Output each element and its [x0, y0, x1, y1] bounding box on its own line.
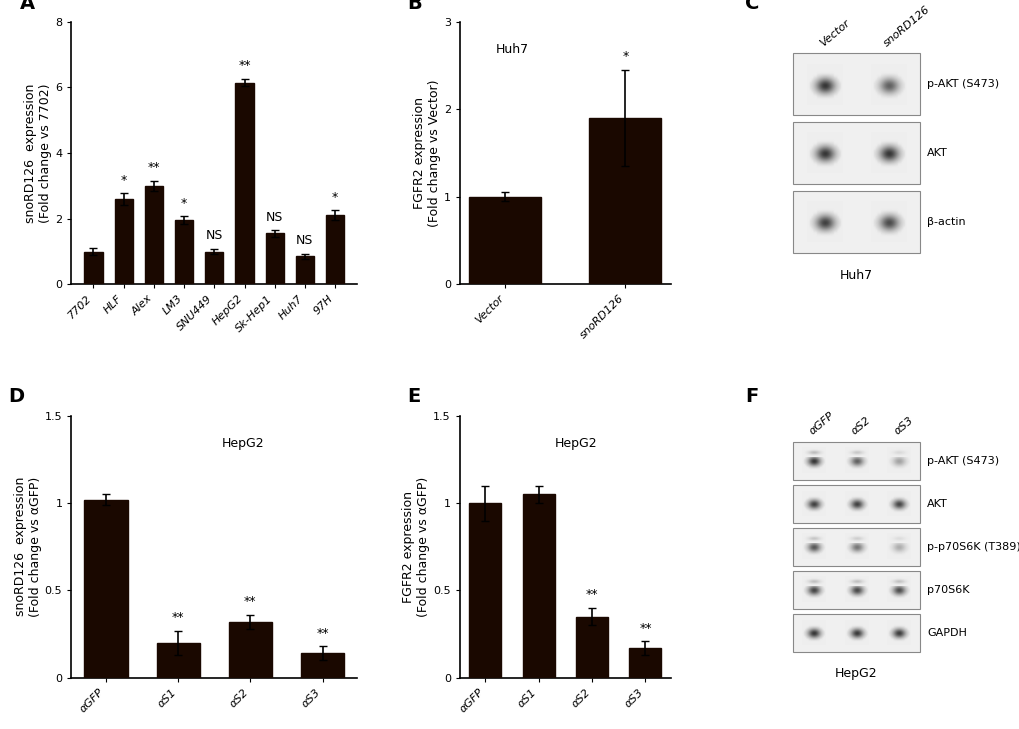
Text: AKT: AKT — [926, 499, 947, 509]
Bar — [326, 216, 343, 284]
Text: *: * — [622, 50, 628, 63]
Bar — [589, 118, 660, 284]
Bar — [792, 614, 919, 652]
Text: p-AKT (S473): p-AKT (S473) — [926, 79, 999, 90]
Text: NS: NS — [206, 230, 223, 242]
Bar — [792, 528, 919, 566]
Bar — [469, 197, 541, 284]
Text: p-p70S6K (T389): p-p70S6K (T389) — [926, 542, 1019, 552]
Text: *: * — [332, 191, 338, 204]
Text: αGFP: αGFP — [807, 410, 836, 437]
Bar — [792, 442, 919, 480]
Text: AKT: AKT — [926, 148, 947, 158]
Text: p-AKT (S473): p-AKT (S473) — [926, 456, 999, 466]
Bar — [228, 622, 272, 678]
Text: **: ** — [244, 596, 257, 609]
Text: NS: NS — [266, 211, 283, 224]
Text: HepG2: HepG2 — [554, 437, 597, 450]
Bar — [792, 571, 919, 609]
Text: GAPDH: GAPDH — [926, 628, 966, 638]
Text: snoRD126: snoRD126 — [880, 4, 931, 48]
Bar — [145, 186, 163, 284]
Bar — [792, 485, 919, 523]
Bar — [792, 191, 919, 253]
Text: αS2: αS2 — [849, 415, 872, 437]
Y-axis label: snoRD126  expression
(Fold change vs 7702): snoRD126 expression (Fold change vs 7702… — [24, 83, 52, 223]
Text: C: C — [745, 0, 759, 12]
Bar — [301, 653, 343, 678]
Text: Huh7: Huh7 — [839, 268, 872, 281]
Text: **: ** — [585, 588, 598, 601]
Bar — [523, 494, 554, 678]
Bar — [85, 499, 127, 678]
Bar — [265, 233, 283, 284]
Text: **: ** — [639, 622, 651, 635]
Text: NS: NS — [296, 234, 313, 247]
Bar — [156, 643, 200, 678]
Bar — [114, 199, 132, 284]
Bar — [296, 257, 314, 284]
Text: Vector: Vector — [817, 17, 851, 48]
Bar — [792, 53, 919, 115]
Text: **: ** — [172, 611, 184, 624]
Text: **: ** — [148, 161, 160, 174]
Text: HepG2: HepG2 — [221, 437, 264, 450]
Text: Huh7: Huh7 — [495, 43, 529, 56]
Bar — [235, 82, 254, 284]
Text: β-actin: β-actin — [926, 217, 965, 227]
Text: E: E — [407, 387, 420, 406]
Text: *: * — [120, 174, 126, 187]
Bar — [85, 252, 103, 284]
Bar — [576, 617, 607, 678]
Bar — [629, 648, 660, 678]
Text: p70S6K: p70S6K — [926, 585, 969, 595]
Text: F: F — [745, 387, 758, 406]
Text: A: A — [20, 0, 35, 12]
Text: B: B — [407, 0, 422, 12]
Text: D: D — [8, 387, 24, 406]
Y-axis label: snoRD126  expression
(Fold change vs αGFP): snoRD126 expression (Fold change vs αGFP… — [14, 477, 42, 617]
Text: αS3: αS3 — [892, 415, 914, 437]
Text: HepG2: HepG2 — [835, 668, 876, 680]
Bar — [792, 122, 919, 184]
Y-axis label: FGFR2 expression
(Fold change vs Vector): FGFR2 expression (Fold change vs Vector) — [413, 79, 440, 227]
Text: **: ** — [316, 627, 328, 640]
Text: **: ** — [238, 59, 251, 72]
Bar — [175, 220, 193, 284]
Bar — [469, 503, 501, 678]
Text: *: * — [180, 197, 187, 210]
Y-axis label: FGFR2 expression
(Fold change vs αGFP): FGFR2 expression (Fold change vs αGFP) — [403, 477, 430, 617]
Bar — [205, 252, 223, 284]
